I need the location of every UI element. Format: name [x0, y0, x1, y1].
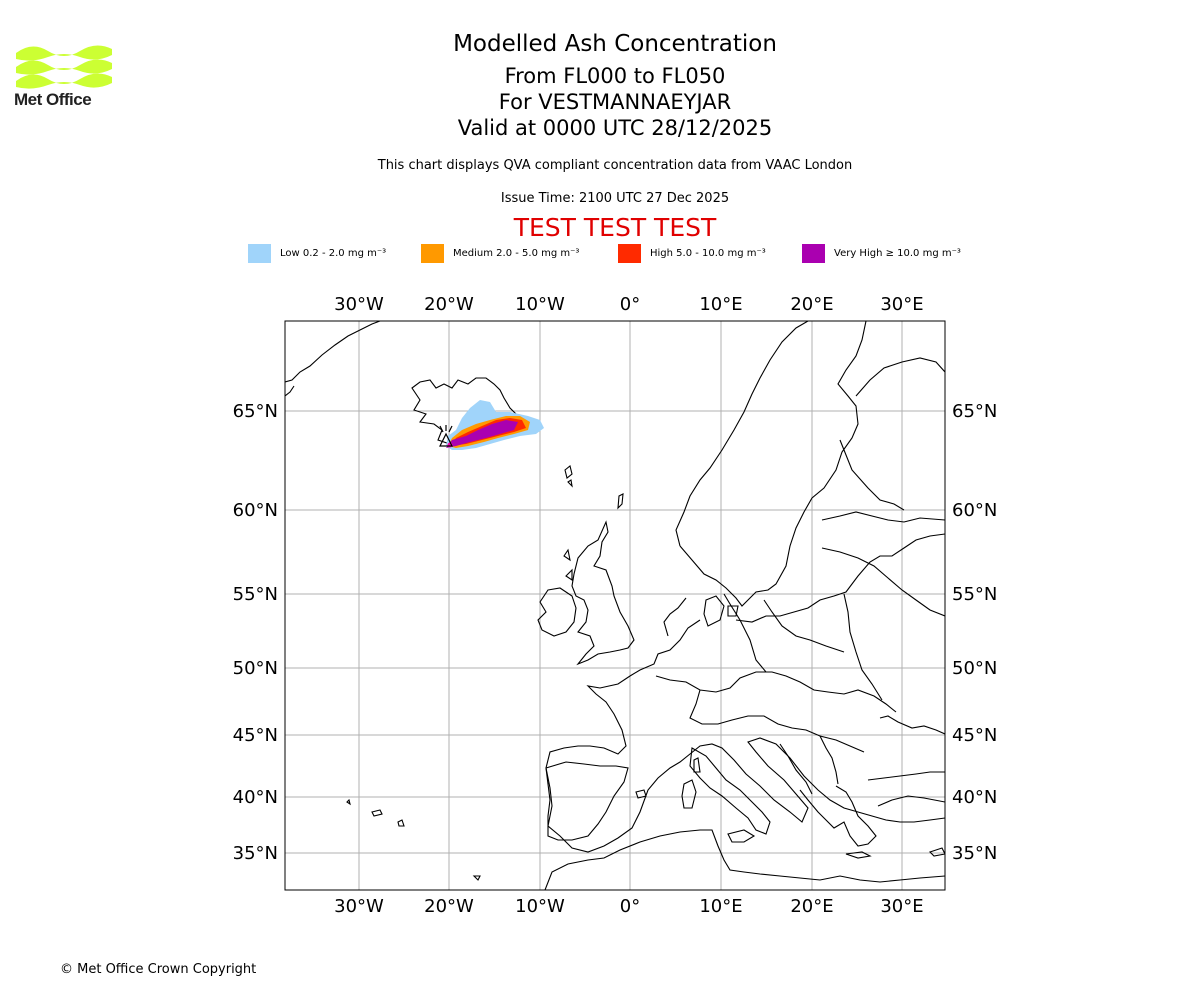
lon-label-bottom: 30°W — [334, 896, 384, 917]
lat-label-right: 55°N — [952, 584, 997, 605]
flight-levels: From FL000 to FL050 — [504, 64, 726, 88]
lat-label-left: 55°N — [233, 584, 278, 605]
lon-label-bottom: 10°W — [515, 896, 565, 917]
map-gridlines — [285, 321, 945, 890]
lat-label-right: 35°N — [952, 843, 997, 864]
issue-time: Issue Time: 2100 UTC 27 Dec 2025 — [500, 191, 730, 206]
lat-label-left: 60°N — [233, 500, 278, 521]
lon-label-top: 0° — [620, 294, 640, 315]
lat-label-right: 45°N — [952, 725, 997, 746]
lon-label-bottom: 20°E — [790, 896, 833, 917]
coastlines — [285, 321, 945, 890]
lat-label-right: 50°N — [952, 658, 997, 679]
volcano-name: For VESTMANNAEYJAR — [498, 90, 732, 114]
legend-item-medium: Medium 2.0 - 5.0 mg m⁻³ — [421, 243, 579, 263]
lon-label-top: 10°E — [699, 294, 742, 315]
lon-label-bottom: 10°E — [699, 896, 742, 917]
lon-label-top: 20°W — [424, 294, 474, 315]
lon-label-top: 30°W — [334, 294, 384, 315]
legend-swatch-high — [618, 243, 641, 263]
compliance-note: This chart displays QVA compliant concen… — [377, 158, 853, 173]
lat-label-left: 65°N — [233, 401, 278, 422]
lon-label-top: 20°E — [790, 294, 833, 315]
legend-swatch-low — [248, 243, 271, 263]
lon-label-bottom: 30°E — [880, 896, 923, 917]
lat-label-right: 40°N — [952, 787, 997, 808]
legend-item-low: Low 0.2 - 2.0 mg m⁻³ — [248, 243, 386, 263]
lat-label-left: 35°N — [233, 843, 278, 864]
lat-label-left: 40°N — [233, 787, 278, 808]
chart-title: Modelled Ash Concentration — [453, 31, 777, 57]
copyright: © Met Office Crown Copyright — [60, 962, 257, 977]
lat-label-right: 60°N — [952, 500, 997, 521]
lat-label-left: 45°N — [233, 725, 278, 746]
lon-label-top: 10°W — [515, 294, 565, 315]
legend-label-low: Low 0.2 - 2.0 mg m⁻³ — [280, 247, 387, 259]
map-frame — [284, 320, 946, 891]
legend-label-very-high: Very High ≥ 10.0 mg m⁻³ — [834, 247, 961, 259]
legend-item-very-high: Very High ≥ 10.0 mg m⁻³ — [802, 243, 961, 263]
legend-label-high: High 5.0 - 10.0 mg m⁻³ — [650, 247, 766, 259]
lon-label-bottom: 0° — [620, 896, 640, 917]
latitude-labels-left: 65°N 60°N 55°N 50°N 45°N 40°N 35°N — [233, 401, 278, 864]
met-office-logo — [16, 45, 112, 89]
longitude-labels-bottom: 30°W 20°W 10°W 0° 10°E 20°E 30°E — [334, 896, 923, 917]
ash-plume — [446, 400, 544, 450]
logo-text: Met Office — [14, 90, 92, 109]
lat-label-left: 50°N — [233, 658, 278, 679]
lat-label-right: 65°N — [952, 401, 997, 422]
volcano-icon — [439, 425, 453, 447]
lon-label-top: 30°E — [880, 294, 923, 315]
legend-item-high: High 5.0 - 10.0 mg m⁻³ — [618, 243, 766, 263]
ash-very-high-area — [446, 420, 518, 448]
legend-swatch-medium — [421, 243, 444, 263]
lon-label-bottom: 20°W — [424, 896, 474, 917]
test-banner: TEST TEST TEST — [513, 213, 717, 242]
longitude-labels-top: 30°W 20°W 10°W 0° 10°E 20°E 30°E — [334, 294, 923, 315]
legend-swatch-very-high — [802, 243, 825, 263]
valid-time: Valid at 0000 UTC 28/12/2025 — [457, 116, 773, 140]
legend-label-medium: Medium 2.0 - 5.0 mg m⁻³ — [453, 247, 580, 259]
latitude-labels-right: 65°N 60°N 55°N 50°N 45°N 40°N 35°N — [952, 401, 997, 864]
